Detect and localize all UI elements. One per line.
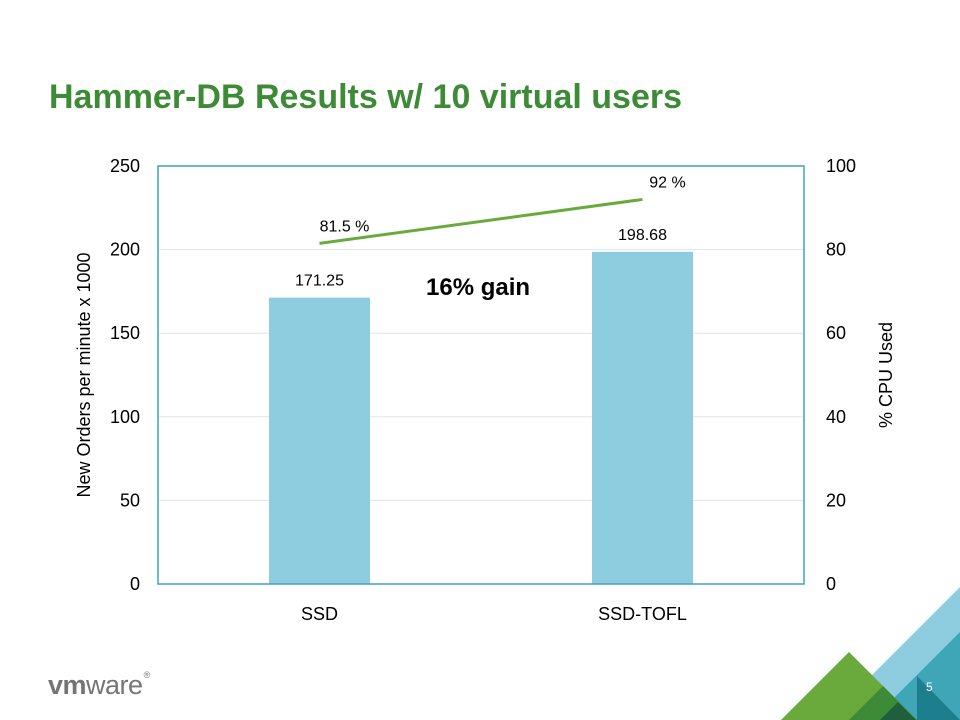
y-tick-label: 50 bbox=[120, 490, 140, 510]
y2-tick-label: 40 bbox=[826, 407, 846, 427]
right-axis-ticks: 0 20 40 60 80 100 bbox=[826, 156, 856, 594]
y2-tick-label: 100 bbox=[826, 156, 856, 176]
x-tick-label: SSD bbox=[301, 604, 338, 624]
y2-tick-label: 20 bbox=[826, 490, 846, 510]
cpu-line bbox=[319, 197, 643, 245]
bar bbox=[269, 297, 370, 584]
plot-area-border bbox=[157, 165, 805, 585]
slide-title: Hammer-DB Results w/ 10 virtual users bbox=[49, 78, 683, 116]
line-data-label: 81.5 % bbox=[320, 218, 370, 235]
corner-decoration bbox=[781, 587, 960, 720]
bar-series bbox=[269, 251, 693, 584]
category-axis-labels: SSD SSD-TOFL bbox=[301, 604, 687, 624]
y2-tick-label: 60 bbox=[826, 323, 846, 343]
vmware-logo: vmware® bbox=[48, 670, 150, 700]
y-tick-label: 150 bbox=[110, 323, 140, 343]
x-tick-label: SSD-TOFL bbox=[598, 604, 687, 624]
gain-annotation: 16% gain bbox=[426, 274, 530, 301]
y-tick-label: 0 bbox=[130, 574, 140, 594]
y2-tick-label: 0 bbox=[826, 574, 836, 594]
bar-data-label: 198.68 bbox=[618, 227, 667, 244]
y-tick-label: 100 bbox=[110, 407, 140, 427]
cpu-line-series bbox=[319, 197, 643, 245]
y-axis-label: New Orders per minute x 1000 bbox=[74, 252, 94, 497]
line-data-label: 92 % bbox=[649, 174, 685, 191]
bar-data-label: 171.25 bbox=[295, 273, 344, 290]
data-labels: 171.25 198.68 81.5 % 92 % bbox=[295, 174, 686, 289]
gridlines bbox=[158, 165, 804, 501]
y-tick-label: 200 bbox=[110, 240, 140, 260]
bar bbox=[592, 251, 693, 584]
y2-axis-label: % CPU Used bbox=[876, 322, 896, 428]
y2-tick-label: 80 bbox=[826, 240, 846, 260]
left-axis-ticks: 0 50 100 150 200 250 bbox=[110, 156, 140, 594]
page-number: 5 bbox=[926, 680, 933, 694]
y-tick-label: 250 bbox=[110, 156, 140, 176]
